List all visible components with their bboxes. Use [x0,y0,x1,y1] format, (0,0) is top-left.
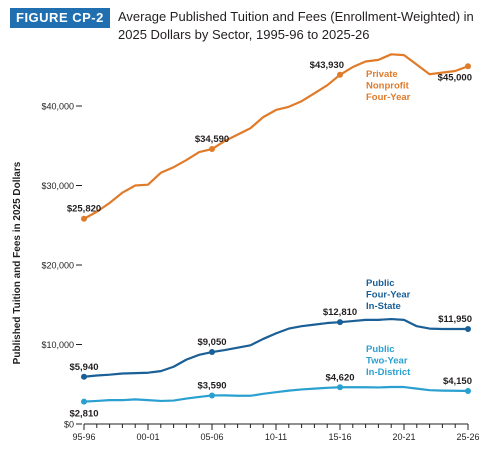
y-tick-label: $10,000 [41,340,74,350]
data-point [337,384,343,391]
data-label: $9,050 [197,337,226,348]
series-name-label: Four-Year [366,290,411,301]
series-name-label: Public [366,344,395,355]
data-label: $4,620 [325,372,354,383]
data-label: $5,940 [69,362,98,373]
data-point [465,325,471,332]
y-tick-label: $20,000 [41,261,74,271]
y-tick-label: $40,000 [41,102,74,112]
x-tick-label: 95-96 [72,432,95,442]
y-axis-label: Published Tuition and Fees in 2025 Dolla… [12,161,23,364]
series-name-label: Public [366,278,395,289]
x-tick-label: 05-06 [200,432,223,442]
y-tick-label: $0 [64,420,74,430]
x-axis: 95-96 00-01 05-06 10-11 15-16 20-21 25-26 [72,423,480,442]
series-name-label: Two-Year [366,356,408,367]
data-points [81,63,471,405]
x-tick-label: 15-16 [328,432,351,442]
data-point [209,349,215,356]
series-line [82,317,470,378]
data-point [81,398,87,405]
data-label: $34,590 [195,134,229,145]
data-point [337,71,343,78]
data-label: $3,590 [197,380,226,391]
x-tick-label: 25-26 [456,432,479,442]
series-line [82,385,470,403]
series-name-label: In-State [366,301,401,312]
x-tick-label: 10-11 [265,432,287,442]
data-point [209,392,215,399]
series-name-label: Private [366,69,398,80]
data-label: $25,820 [67,204,101,215]
x-tick-label: 20-21 [392,432,415,442]
data-label: $11,950 [438,314,472,325]
data-point [337,319,343,326]
x-tick-label: 00-01 [136,432,159,442]
series-line [82,53,470,220]
data-label: $4,150 [443,376,472,387]
series-labels: PrivateNonprofitFour-YearPublicFour-Year… [366,69,411,378]
series-lines [82,53,470,403]
data-point [81,373,87,380]
data-point [209,146,215,153]
figure-label: FIGURE CP-2 [10,8,110,28]
chart-title: Average Published Tuition and Fees (Enro… [118,9,474,42]
data-point [81,215,87,222]
data-point [465,63,471,70]
data-labels: $25,820 $34,590 $43,930 $45,000 $5,940 $9,050… [67,60,472,420]
data-label: $12,810 [323,307,357,318]
series-name-label: Four-Year [366,92,411,103]
data-point [465,388,471,395]
y-tick-label: $30,000 [41,181,74,191]
data-label: $45,000 [438,72,472,83]
series-name-label: Nonprofit [366,81,410,92]
data-label: $43,930 [310,60,344,71]
y-axis: $0 $10,000 $20,000 $30,000 $40,000 [41,102,82,430]
series-name-label: In-District [366,367,411,378]
data-label: $2,810 [69,409,98,420]
